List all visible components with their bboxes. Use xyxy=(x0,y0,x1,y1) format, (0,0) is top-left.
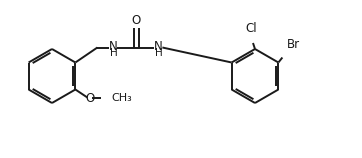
Text: Br: Br xyxy=(286,37,299,51)
Text: H: H xyxy=(155,49,162,58)
Text: N: N xyxy=(154,40,163,53)
Text: O: O xyxy=(132,14,141,27)
Text: Cl: Cl xyxy=(245,22,257,35)
Text: N: N xyxy=(109,40,118,53)
Text: H: H xyxy=(110,49,117,58)
Text: O: O xyxy=(86,92,95,105)
Text: CH₃: CH₃ xyxy=(111,92,132,103)
